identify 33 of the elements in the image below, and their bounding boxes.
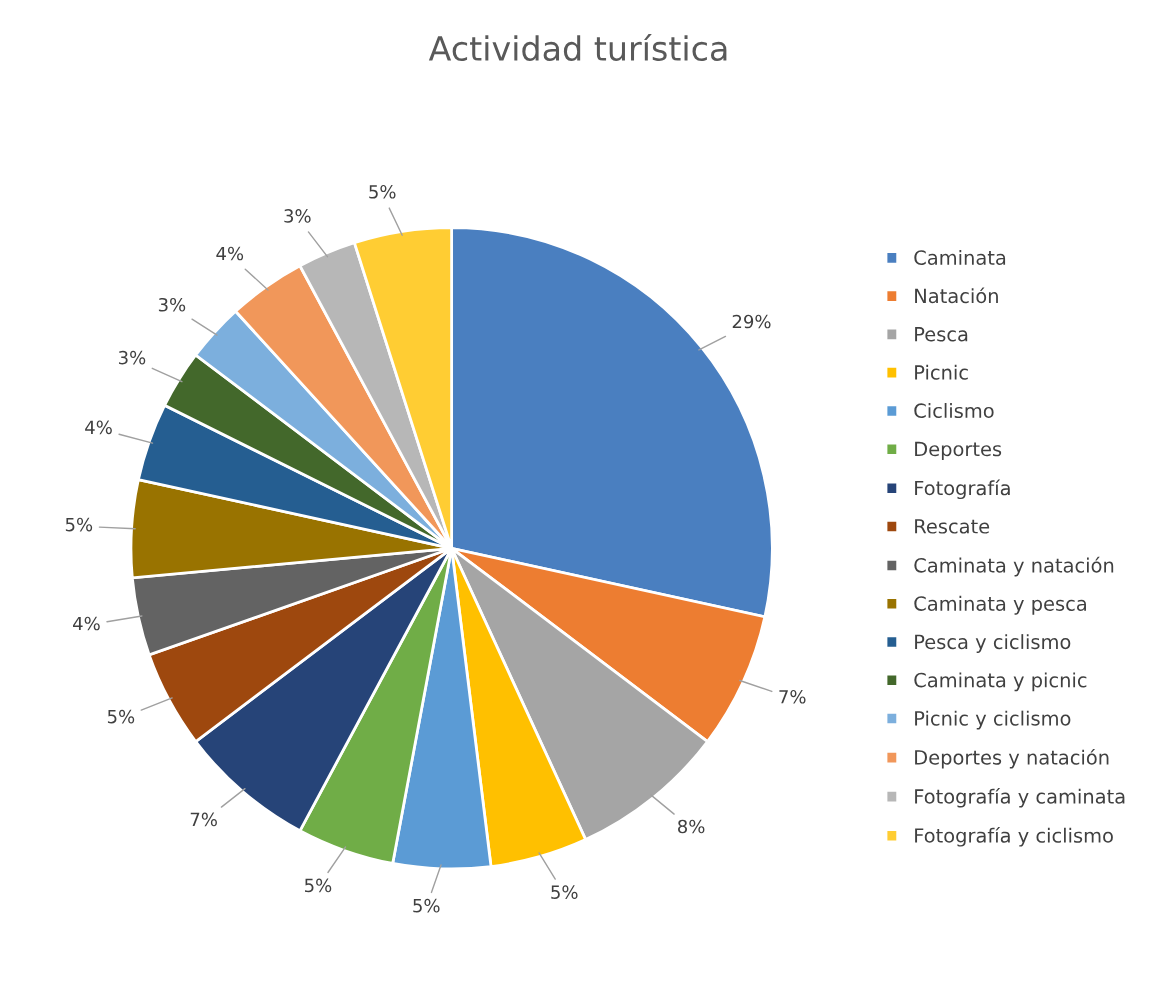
data-label: 7%	[779, 689, 806, 704]
data-label: 4%	[216, 246, 244, 261]
legend-label: Caminata	[914, 249, 1006, 265]
legend-label: Caminata y pesca	[914, 595, 1086, 615]
legend-label: Ciclismo	[914, 403, 994, 419]
data-label: 8%	[678, 819, 705, 834]
data-label: 5%	[369, 184, 396, 199]
legend-label: Fotografía y caminata	[915, 787, 1125, 808]
data-label: 4%	[73, 616, 100, 631]
legend-label: Deportes y natación	[915, 748, 1109, 769]
legend-label: Pesca y ciclismo	[915, 634, 1071, 653]
legend-label: Rescate	[915, 519, 990, 534]
legend-label: Caminata y picnic	[914, 672, 1087, 692]
legend-label: Picnic	[915, 364, 968, 380]
chart-title: Actividad turística	[428, 33, 727, 62]
data-label: 4%	[85, 420, 112, 435]
data-label: 5%	[107, 709, 135, 724]
legend-label: Picnic y ciclismo	[915, 710, 1071, 730]
legend-label: Deportes	[915, 441, 1002, 461]
legend-label: Pesca	[915, 327, 968, 342]
legend-label: Natación	[915, 287, 998, 304]
data-label: 29%	[732, 314, 771, 329]
data-label: 3%	[284, 209, 311, 223]
data-label: 7%	[190, 812, 217, 827]
legend-label: Caminata y natación	[914, 556, 1114, 577]
data-label: 3%	[158, 297, 186, 312]
data-label: 3%	[118, 350, 146, 365]
legend-label: Fotografía y ciclismo	[915, 827, 1113, 847]
data-label: 5%	[413, 898, 440, 913]
legend-label: Fotografía	[915, 479, 1010, 500]
data-label: 5%	[305, 878, 332, 893]
data-label: 5%	[65, 517, 93, 532]
data-label: 5%	[551, 885, 578, 899]
